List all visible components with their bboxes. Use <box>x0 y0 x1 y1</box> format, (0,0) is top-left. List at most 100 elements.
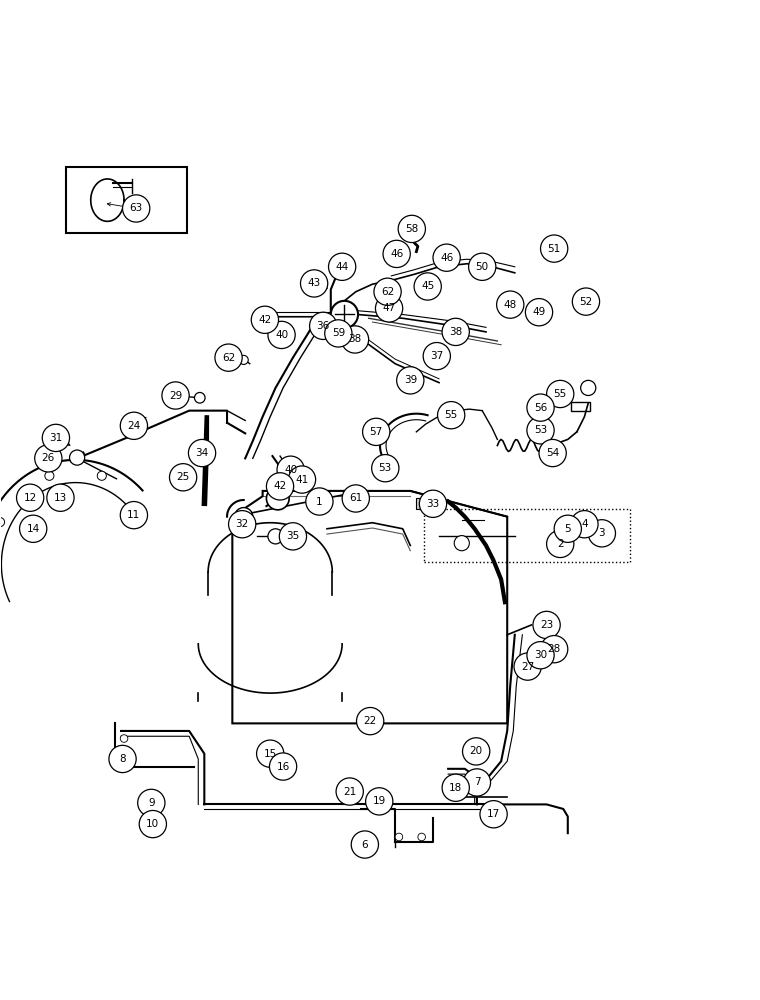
Circle shape <box>188 439 216 467</box>
Text: 21: 21 <box>343 787 356 797</box>
Text: 30: 30 <box>534 650 547 660</box>
Circle shape <box>325 320 352 347</box>
Circle shape <box>356 707 384 735</box>
Text: 23: 23 <box>540 620 553 630</box>
Text: 12: 12 <box>24 493 36 503</box>
Text: 1: 1 <box>316 497 323 507</box>
Text: 55: 55 <box>553 389 567 399</box>
Text: 44: 44 <box>335 262 349 272</box>
Circle shape <box>268 321 295 349</box>
Text: 18: 18 <box>449 783 462 793</box>
Circle shape <box>363 418 390 445</box>
Circle shape <box>257 740 283 767</box>
Circle shape <box>372 455 399 482</box>
Text: 33: 33 <box>426 499 439 509</box>
Circle shape <box>342 485 369 512</box>
Circle shape <box>138 789 165 817</box>
Circle shape <box>546 380 574 408</box>
Circle shape <box>410 227 423 240</box>
Text: 24: 24 <box>127 421 141 431</box>
Circle shape <box>374 278 401 305</box>
Circle shape <box>336 778 363 805</box>
Text: 20: 20 <box>470 746 483 756</box>
Circle shape <box>438 402 465 429</box>
Circle shape <box>120 412 147 439</box>
Circle shape <box>527 642 554 669</box>
Text: 26: 26 <box>42 453 55 463</box>
Circle shape <box>331 301 358 328</box>
Circle shape <box>395 833 403 841</box>
Circle shape <box>43 424 69 452</box>
Text: 7: 7 <box>473 777 480 787</box>
Text: 6: 6 <box>362 840 368 850</box>
Text: 38: 38 <box>449 327 462 337</box>
Text: 55: 55 <box>445 410 458 420</box>
Text: 62: 62 <box>381 287 394 297</box>
Text: 43: 43 <box>308 278 321 288</box>
Circle shape <box>139 810 166 838</box>
Circle shape <box>252 306 278 333</box>
Circle shape <box>546 530 574 558</box>
Circle shape <box>120 750 128 757</box>
Text: 46: 46 <box>390 249 404 259</box>
Circle shape <box>69 450 84 465</box>
Text: 61: 61 <box>349 493 363 503</box>
Circle shape <box>433 244 461 271</box>
Circle shape <box>418 833 426 841</box>
Text: 4: 4 <box>581 519 587 529</box>
Circle shape <box>375 295 403 322</box>
Bar <box>571 402 590 411</box>
Text: 40: 40 <box>275 330 288 340</box>
Circle shape <box>277 456 304 483</box>
Text: 41: 41 <box>296 475 309 485</box>
Circle shape <box>351 831 378 858</box>
Circle shape <box>572 288 600 315</box>
Circle shape <box>581 380 596 396</box>
Circle shape <box>464 769 490 796</box>
Text: 35: 35 <box>287 531 299 541</box>
Circle shape <box>442 774 470 801</box>
Text: 27: 27 <box>521 662 534 672</box>
Circle shape <box>539 439 566 467</box>
Circle shape <box>525 299 553 326</box>
Text: 42: 42 <box>258 315 271 325</box>
Circle shape <box>554 515 581 542</box>
Circle shape <box>496 291 524 318</box>
Circle shape <box>571 511 598 538</box>
Text: 16: 16 <box>277 762 290 772</box>
Circle shape <box>454 536 470 551</box>
Circle shape <box>527 417 554 444</box>
Text: 45: 45 <box>421 281 434 291</box>
Text: 32: 32 <box>236 519 249 529</box>
Circle shape <box>47 484 74 511</box>
Circle shape <box>20 515 47 542</box>
Circle shape <box>383 240 410 268</box>
Text: 34: 34 <box>195 448 209 458</box>
Circle shape <box>120 502 147 529</box>
Circle shape <box>45 471 54 480</box>
Text: 37: 37 <box>430 351 443 361</box>
Circle shape <box>162 382 189 409</box>
Text: 31: 31 <box>49 433 62 443</box>
Text: 22: 22 <box>363 716 377 726</box>
Text: 52: 52 <box>579 297 593 307</box>
Circle shape <box>540 636 568 663</box>
Text: 40: 40 <box>284 465 297 475</box>
Circle shape <box>514 653 541 680</box>
Text: 53: 53 <box>534 425 547 435</box>
Circle shape <box>0 518 5 527</box>
Circle shape <box>300 270 328 297</box>
Bar <box>424 509 630 562</box>
Bar <box>416 498 435 509</box>
Text: 19: 19 <box>372 796 386 806</box>
Text: 63: 63 <box>129 203 143 213</box>
Circle shape <box>469 253 496 280</box>
Circle shape <box>35 445 62 472</box>
Circle shape <box>397 367 424 394</box>
Circle shape <box>270 753 296 780</box>
Circle shape <box>540 235 568 262</box>
Circle shape <box>195 392 205 403</box>
Circle shape <box>288 466 315 493</box>
Text: 13: 13 <box>54 493 67 503</box>
Circle shape <box>306 488 333 515</box>
